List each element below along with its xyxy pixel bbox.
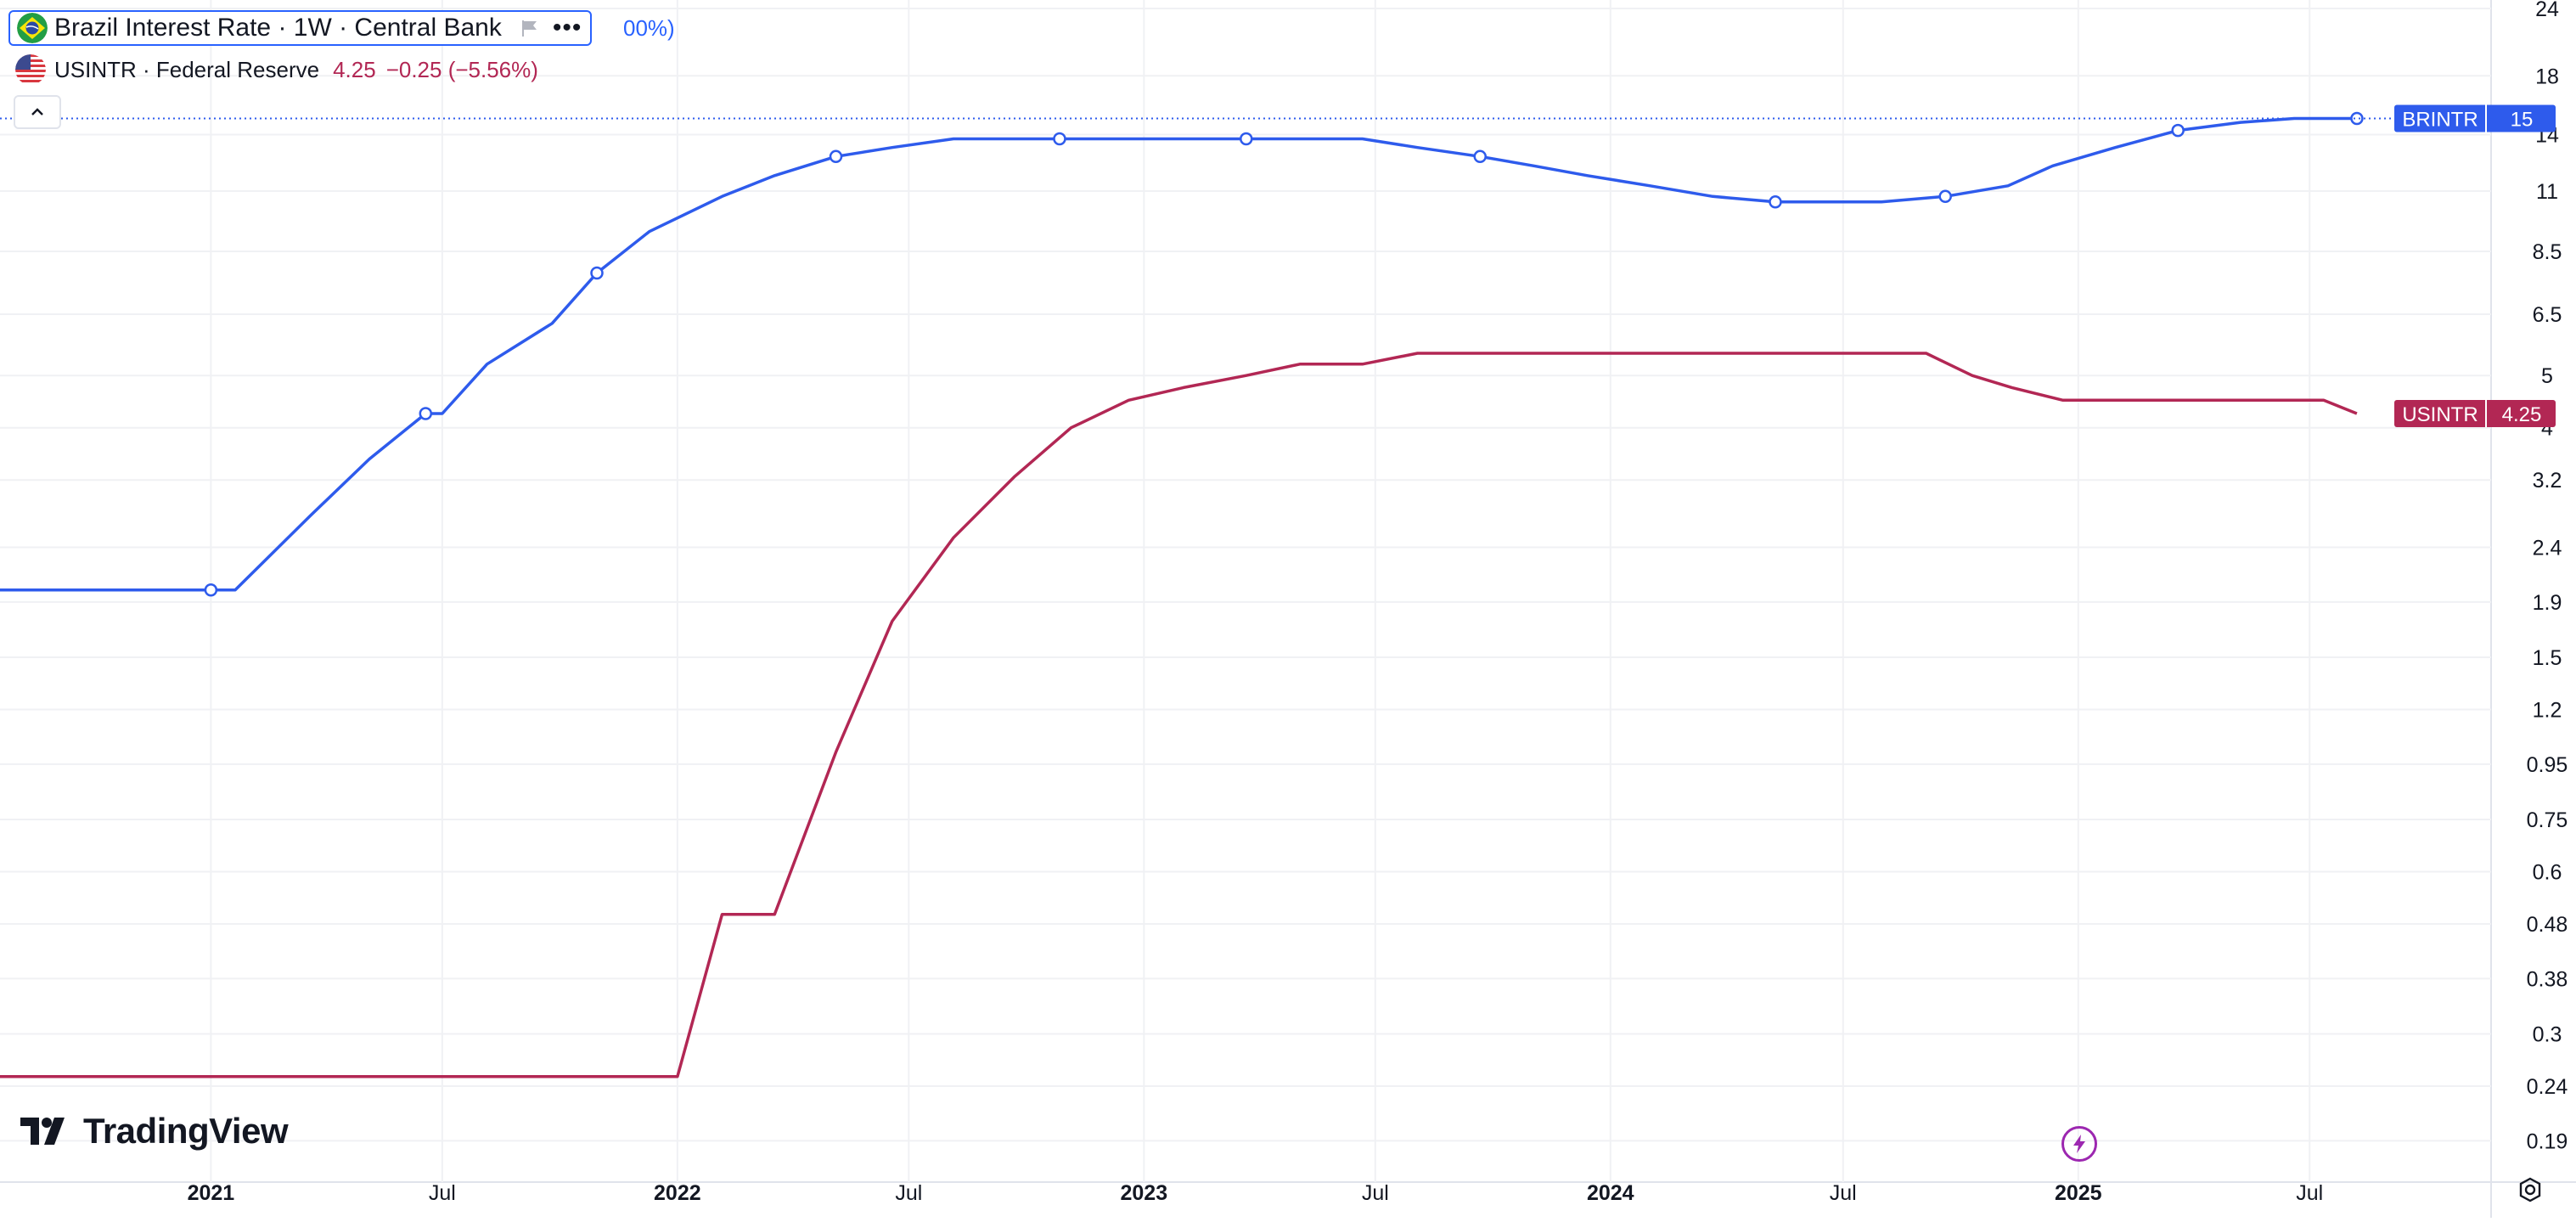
tradingview-logo[interactable]: TradingView <box>20 1111 289 1152</box>
marker-layer <box>204 111 2364 597</box>
y-tick-label: 0.38 <box>2527 967 2568 991</box>
series-line-brintr[interactable] <box>0 116 2357 592</box>
brazil-flag-icon <box>17 13 48 43</box>
legend-secondary-title: USINTR · Federal Reserve <box>54 56 320 82</box>
event-marker[interactable] <box>1769 195 1782 209</box>
tradingview-wordmark: TradingView <box>83 1111 289 1151</box>
event-marker[interactable] <box>590 266 604 280</box>
y-tick-label: 1.5 <box>2533 646 2562 670</box>
collapse-legend-button[interactable] <box>14 95 61 129</box>
x-tick-label: 2024 <box>1587 1181 1634 1205</box>
bolt-glyph-icon <box>2073 1135 2085 1153</box>
y-tick-label: 5 <box>2541 364 2553 388</box>
x-tick-label: 2025 <box>2055 1181 2102 1205</box>
y-tick-label: 8.5 <box>2533 240 2562 264</box>
last-value-label-usintr[interactable]: USINTR 4.25 <box>2394 400 2556 428</box>
event-marker[interactable] <box>2171 123 2185 138</box>
event-marker[interactable] <box>829 149 843 164</box>
x-tick-label: Jul <box>2296 1181 2323 1205</box>
last-value-label-bg <box>2394 400 2556 428</box>
event-marker[interactable] <box>1938 189 1952 204</box>
event-marker[interactable] <box>1053 132 1066 146</box>
last-value-label-brintr[interactable]: BRINTR 15 <box>2394 104 2556 132</box>
y-tick-label: 6.5 <box>2533 303 2562 327</box>
x-tick-label: 2021 <box>188 1181 235 1205</box>
event-marker[interactable] <box>2350 111 2364 126</box>
y-tick-label: 2.4 <box>2533 536 2562 560</box>
x-tick-label: Jul <box>895 1181 922 1205</box>
y-tick-label: 18 <box>2535 65 2559 88</box>
y-tick-label: 24 <box>2535 0 2559 21</box>
y-tick-label: 0.95 <box>2527 753 2568 777</box>
legend-main-title: Brazil Interest Rate · 1W · Central Bank <box>54 14 502 42</box>
series-name-label: BRINTR <box>2402 109 2478 132</box>
price-axis[interactable]: 241814118.56.5543.22.41.91.51.20.950.750… <box>2527 0 2568 1153</box>
y-tick-label: 0.24 <box>2527 1075 2568 1099</box>
legend-secondary-value: 4.25 <box>333 56 376 82</box>
tradingview-logo-icon <box>20 1118 65 1145</box>
flag-icon[interactable] <box>520 19 539 37</box>
y-tick-label: 3.2 <box>2533 469 2562 493</box>
series-last-value: 15 <box>2511 109 2534 132</box>
last-value-labels: BRINTR 15 USINTR 4.25 <box>0 104 2556 428</box>
event-marker[interactable] <box>1240 132 1253 146</box>
x-tick-label: 2022 <box>654 1181 701 1205</box>
chevron-up-icon <box>31 108 43 115</box>
last-value-label-bg <box>2394 104 2556 132</box>
x-tick-label: Jul <box>1830 1181 1857 1205</box>
y-tick-label: 1.2 <box>2533 698 2562 722</box>
x-tick-label: 2023 <box>1121 1181 1168 1205</box>
event-marker[interactable] <box>419 407 433 420</box>
gear-icon[interactable] <box>2515 1175 2545 1206</box>
series-line-usintr[interactable] <box>0 352 2358 1078</box>
y-tick-label: 0.75 <box>2527 808 2568 832</box>
x-tick-label: Jul <box>429 1181 456 1205</box>
y-tick-label: 11 <box>2536 180 2558 204</box>
x-tick-label: Jul <box>1362 1181 1389 1205</box>
y-tick-label: 0.6 <box>2533 860 2562 884</box>
y-tick-label: 0.19 <box>2527 1129 2568 1153</box>
plot-area[interactable] <box>0 0 2491 1182</box>
legend-main-series[interactable]: Brazil Interest Rate · 1W · Central Bank… <box>8 10 593 46</box>
y-tick-label: 0.3 <box>2533 1022 2562 1046</box>
y-tick-label: 0.48 <box>2527 913 2568 937</box>
more-options-icon[interactable]: ••• <box>552 14 582 42</box>
series-layer <box>0 116 2358 1078</box>
us-flag-icon <box>15 54 46 85</box>
event-marker[interactable] <box>1473 149 1487 164</box>
legend-secondary-series[interactable]: USINTR · Federal Reserve 4.25 −0.25 (−5.… <box>15 54 538 85</box>
event-marker[interactable] <box>204 583 218 597</box>
legend-main-change-partial: 00%) <box>623 15 675 41</box>
time-axis[interactable]: 2021 Jul 2022 Jul 2023 Jul 2024 Jul 2025 Jul <box>188 1181 2324 1205</box>
y-tick-label: 1.9 <box>2533 591 2562 615</box>
lightning-icon[interactable] <box>2061 1126 2097 1162</box>
legend-secondary-change: −0.25 (−5.56%) <box>385 56 538 82</box>
series-last-value: 4.25 <box>2502 403 2542 426</box>
series-name-label: USINTR <box>2402 403 2478 426</box>
